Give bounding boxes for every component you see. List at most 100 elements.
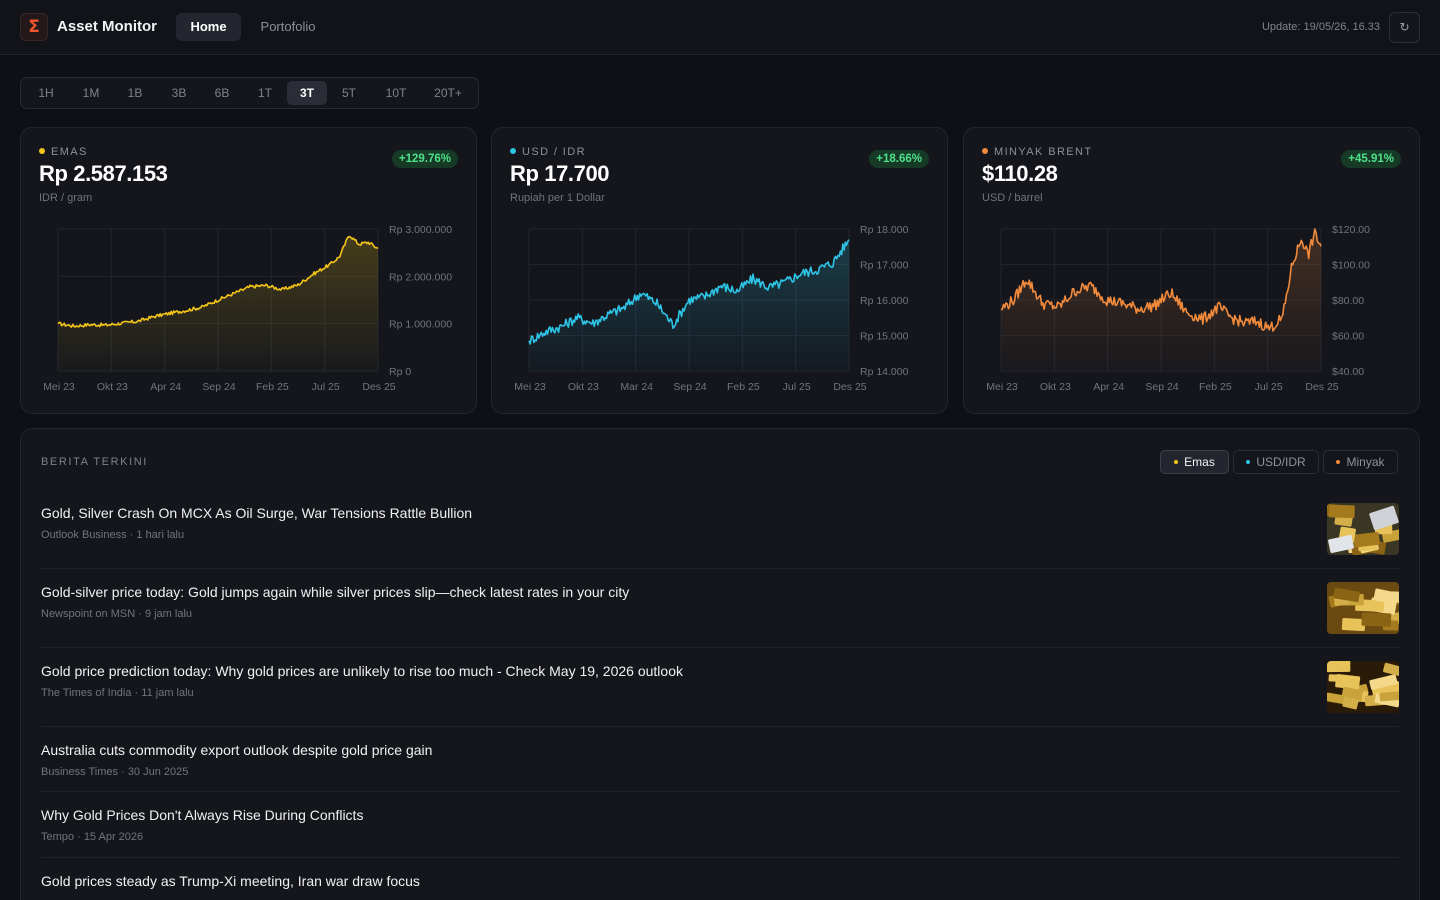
filter-minyak[interactable]: Minyak (1323, 450, 1398, 474)
news-meta: The Times of India · 11 jam lalu (41, 687, 194, 699)
range-tab-5t[interactable]: 5T (341, 86, 356, 100)
series-area (529, 239, 849, 371)
y-tick-label: Rp 17.000 (860, 260, 909, 272)
filter-dot (1246, 460, 1251, 464)
x-tick-label: Jul 25 (1255, 381, 1283, 393)
news-source: Newspoint on MSN (41, 608, 136, 620)
news-headline[interactable]: Gold prices steady as Trump-Xi meeting, … (41, 873, 420, 889)
y-tick-label: $40.00 (1332, 366, 1364, 378)
y-tick-label: Rp 2.000.000 (389, 271, 452, 283)
refresh-button[interactable]: ↻ (1389, 12, 1420, 43)
filter-dot (1336, 460, 1341, 464)
y-tick-label: $60.00 (1332, 331, 1364, 343)
series-area (1001, 229, 1321, 371)
news-item[interactable]: Australia cuts commodity export outlook … (41, 727, 1399, 792)
x-tick-label: Jul 25 (312, 381, 340, 393)
x-tick-label: Jul 25 (783, 381, 811, 393)
price-chart: $120.00 $100.00 $80.00 $60.00 $40.00 Mei 23 Ok… (986, 224, 1370, 393)
x-tick-label: Feb 25 (727, 381, 760, 393)
news-item[interactable]: Gold price prediction today: Why gold pr… (41, 648, 1399, 727)
news-separator: · (74, 831, 84, 843)
news-section-title: BERITA TERKINI (41, 456, 148, 468)
range-tab-20tplus[interactable]: 20T+ (434, 86, 462, 100)
filter-emas[interactable]: Emas (1160, 450, 1229, 474)
range-tab-10t[interactable]: 10T (385, 86, 407, 100)
news-thumbnail-gold-bars[interactable] (1327, 503, 1399, 555)
x-tick-label: Feb 25 (1199, 381, 1232, 393)
status-dot (982, 148, 988, 154)
news-time: 15 Apr 2026 (83, 831, 144, 843)
news-thumbnail-gold-stack[interactable] (1327, 661, 1399, 713)
news-separator: · (131, 687, 142, 699)
y-tick-label: Rp 0 (389, 366, 411, 378)
news-time: 1 hari lalu (136, 529, 185, 541)
nav-portfolio[interactable]: Portofolio (260, 19, 316, 34)
series-line (1000, 228, 1322, 332)
logo-icon: Σ (20, 13, 48, 41)
news-source: Outlook Business (41, 529, 127, 541)
y-tick-label: $100.00 (1332, 260, 1370, 272)
time-range-tabs: 1H 1M 1B 3B 6B 1T 3T 5T 10T 20T+ (20, 77, 479, 109)
series-line (57, 235, 379, 328)
change-badge: +18.66% (869, 150, 929, 168)
filter-usd-idr[interactable]: USD/IDR (1233, 450, 1319, 474)
filter-label: Emas (1184, 455, 1215, 469)
news-headline[interactable]: Gold-silver price today: Gold jumps agai… (41, 584, 630, 600)
news-item[interactable]: Why Gold Prices Don't Always Rise During… (41, 792, 1399, 858)
change-badge: +45.91% (1341, 150, 1401, 168)
range-tab-1b[interactable]: 1B (127, 86, 143, 100)
x-tick-label: Sep 24 (1145, 381, 1178, 393)
status-dot (39, 148, 45, 154)
news-headline[interactable]: Gold, Silver Crash On MCX As Oil Surge, … (41, 505, 473, 521)
x-tick-label: Mei 23 (514, 381, 546, 393)
news-meta: Newspoint on MSN · 9 jam lalu (41, 608, 192, 620)
filter-label: USD/IDR (1256, 455, 1306, 469)
nav-home[interactable]: Home (176, 13, 241, 41)
card-unit: IDR / gram (39, 192, 93, 204)
x-tick-label: Mei 23 (43, 381, 75, 393)
app-title: Asset Monitor (57, 18, 158, 35)
price-chart: Rp 18.000 Rp 17.000 Rp 16.000 Rp 15.000 Rp 1… (514, 224, 909, 393)
news-headline[interactable]: Gold price prediction today: Why gold pr… (41, 663, 683, 679)
card-value: Rp 17.700 (510, 161, 610, 186)
update-timestamp: Update: 19/05/26, 16.33 (1261, 21, 1380, 33)
y-tick-label: Rp 15.000 (860, 331, 909, 343)
news-meta: Business Times · 30 Jun 2025 (41, 766, 188, 778)
range-tab-1m[interactable]: 1M (82, 86, 100, 100)
x-tick-label: Feb 25 (256, 381, 289, 393)
series-line (528, 239, 850, 345)
news-headline[interactable]: Australia cuts commodity export outlook … (41, 742, 433, 758)
y-tick-label: Rp 18.000 (860, 224, 909, 236)
x-tick-label: Des 25 (833, 381, 866, 393)
news-item[interactable]: Gold-silver price today: Gold jumps agai… (41, 569, 1399, 648)
card-value: $110.28 (982, 161, 1058, 186)
news-time: 30 Jun 2025 (127, 766, 189, 778)
x-tick-label: Mei 23 (986, 381, 1018, 393)
y-tick-label: Rp 1.000.000 (389, 319, 452, 331)
card-unit: Rupiah per 1 Dollar (510, 192, 605, 204)
range-tab-3b[interactable]: 3B (171, 86, 187, 100)
card-label: MINYAK BRENT (982, 146, 1093, 158)
news-item[interactable]: Gold, Silver Crash On MCX As Oil Surge, … (41, 490, 1399, 569)
news-headline[interactable]: Why Gold Prices Don't Always Rise During… (41, 807, 364, 823)
news-thumbnail-gold-coins[interactable] (1327, 582, 1399, 634)
y-tick-label: $80.00 (1332, 295, 1364, 307)
range-tab-3t[interactable]: 3T (287, 81, 327, 105)
card-label: EMAS (39, 146, 88, 158)
range-tab-1t[interactable]: 1T (257, 86, 272, 100)
news-meta: Outlook Business · 1 hari lalu (41, 529, 184, 541)
range-tab-6b[interactable]: 6B (214, 86, 230, 100)
news-separator: · (118, 766, 128, 778)
card-label: USD / IDR (510, 146, 586, 158)
x-tick-label: Mar 24 (620, 381, 653, 393)
price-chart: Rp 3.000.000 Rp 2.000.000 Rp 1.000.000 Rp 0… (43, 224, 452, 393)
x-tick-label: Okt 23 (568, 381, 599, 393)
top-bar: Σ Asset Monitor Home Portofolio Update: … (0, 0, 1440, 55)
news-item[interactable]: Gold prices steady as Trump-Xi meeting, … (41, 858, 1399, 900)
card-unit: USD / barrel (982, 192, 1043, 204)
news-time: 9 jam lalu (144, 608, 193, 620)
filter-dot (1174, 460, 1179, 464)
y-tick-label: Rp 16.000 (860, 295, 909, 307)
range-tab-1h[interactable]: 1H (38, 86, 54, 100)
news-source: Business Times (41, 766, 119, 778)
